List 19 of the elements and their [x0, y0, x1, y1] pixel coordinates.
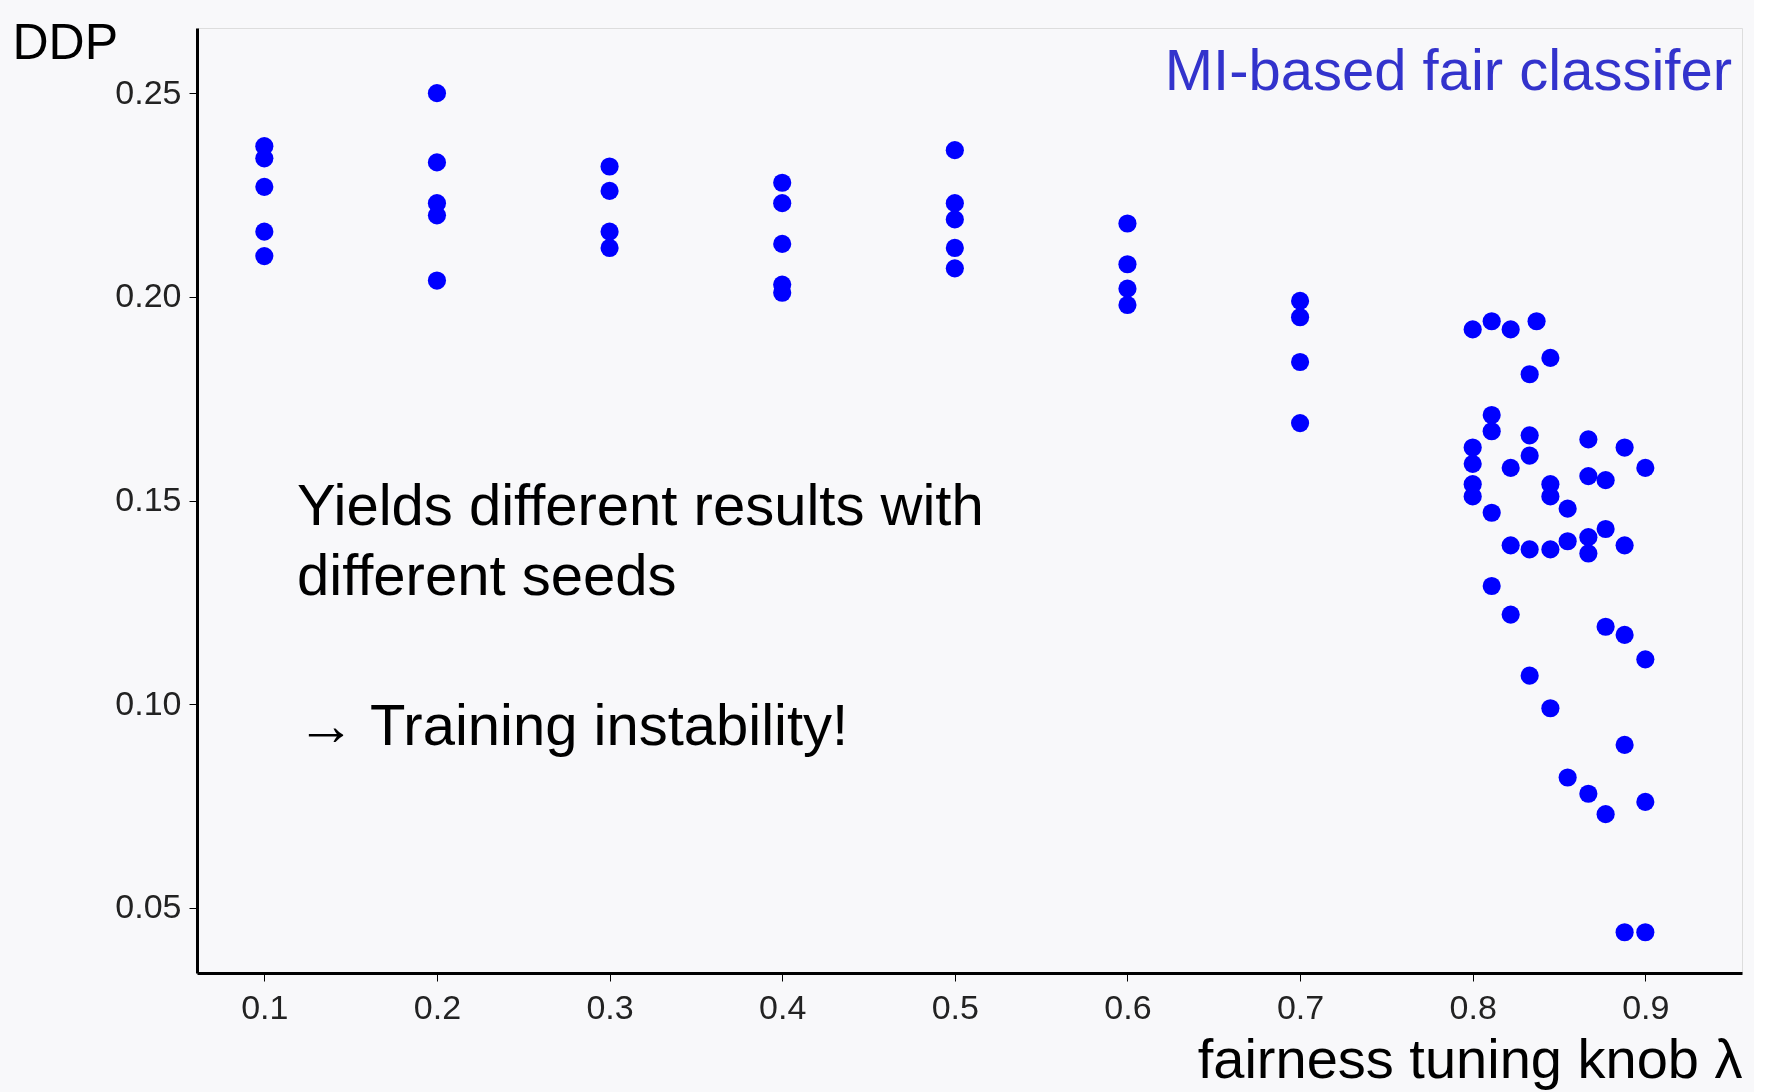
y-tick-label: 0.20	[115, 276, 182, 315]
x-tick-label: 0.5	[931, 987, 979, 1026]
x-tick-label: 0.1	[241, 987, 289, 1026]
annotation: → Training instability!	[297, 692, 849, 757]
x-tick-label: 0.6	[1104, 987, 1152, 1026]
x-tick-label: 0.4	[759, 987, 807, 1026]
y-tick-label: 0.10	[115, 683, 182, 722]
x-tick-label: 0.2	[413, 987, 462, 1026]
annotation: MI-based fair classifer	[1164, 37, 1732, 102]
x-tick-label: 0.8	[1449, 987, 1497, 1026]
annotation: Yields different results with different seeds	[297, 472, 984, 607]
y-axis-title: DDP	[12, 13, 119, 70]
y-tick-label: 0.25	[115, 72, 182, 111]
x-tick-label: 0.3	[586, 987, 634, 1026]
x-tick-label: 0.9	[1622, 987, 1670, 1026]
y-tick-label: 0.15	[115, 480, 182, 518]
y-tick-label: 0.05	[115, 887, 182, 926]
x-axis-title: fairness tuning knob λ	[1197, 1026, 1743, 1090]
x-tick-label: 0.7	[1276, 987, 1325, 1026]
